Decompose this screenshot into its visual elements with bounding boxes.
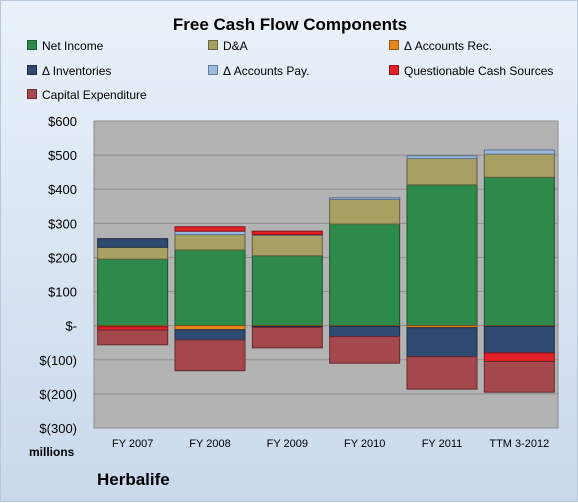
chart-title: Free Cash Flow Components — [172, 15, 408, 34]
bar-segment — [174, 325, 246, 331]
bar-segment — [251, 234, 323, 257]
y-tick-label: $100 — [48, 285, 77, 300]
plot-area — [93, 120, 559, 429]
bar-segment — [406, 158, 478, 186]
bar-segment — [174, 226, 246, 232]
x-tick-label: FY 2010 — [344, 438, 385, 450]
bar-segment — [483, 176, 555, 327]
y-tick-label: $(200) — [39, 387, 77, 402]
bar-segment — [174, 234, 246, 251]
x-tick-label: FY 2009 — [267, 438, 308, 450]
y-tick-label: $(300) — [39, 421, 77, 436]
y-tick-label: $300 — [48, 216, 77, 231]
legend-item-inventories: Δ Inventories — [27, 64, 111, 78]
x-tick-label: FY 2007 — [112, 438, 153, 450]
bar-segment — [406, 155, 478, 160]
legend-label: Δ Accounts Rec. — [404, 39, 493, 53]
bar-segment — [251, 255, 323, 327]
bar-segment — [483, 352, 555, 362]
legend-swatch — [389, 65, 399, 75]
legend-label: Questionable Cash Sources — [404, 64, 554, 78]
legend-label: Δ Inventories — [42, 64, 112, 78]
legend-swatch — [27, 65, 37, 75]
legend-item-accounts-rec: Δ Accounts Rec. — [389, 39, 492, 53]
bar-segment — [97, 246, 169, 260]
bar-segment — [251, 326, 323, 349]
bar-segment — [97, 329, 169, 346]
y-tick-label: $600 — [48, 114, 77, 129]
legend-label: Capital Expenditure — [42, 88, 147, 102]
bar-segment — [406, 356, 478, 390]
bar-segment — [97, 258, 169, 327]
bar-segment — [174, 249, 246, 327]
legend-item-capex: Capital Expenditure — [27, 88, 147, 102]
legend-item-d-and-a: D&A — [208, 39, 248, 53]
legend-label: D&A — [223, 39, 248, 53]
bar-segment — [483, 325, 555, 354]
x-tick-label: FY 2008 — [189, 438, 230, 450]
company-name: Herbalife — [97, 470, 170, 489]
bar-segment — [97, 326, 169, 331]
legend-swatch — [389, 40, 399, 50]
x-tick-label: FY 2011 — [422, 438, 463, 450]
bar-segment — [329, 197, 401, 200]
y-tick-label: $400 — [48, 182, 77, 197]
units-label: millions — [29, 445, 75, 459]
legend-label: Δ Accounts Pay. — [223, 64, 310, 78]
bar-segment — [329, 325, 401, 338]
bar-segment — [251, 230, 323, 236]
bar-segment — [329, 223, 401, 327]
bar-segment — [329, 336, 401, 364]
legend-swatch — [27, 89, 37, 99]
bar-segment — [174, 339, 246, 372]
legend-item-questionable-cash: Questionable Cash Sources — [389, 64, 553, 78]
bar-segment — [174, 329, 246, 341]
bar-segment — [483, 360, 555, 393]
bar-segment — [406, 184, 478, 327]
y-tick-label: $- — [65, 319, 77, 334]
bar-segment — [174, 230, 246, 236]
bar-segment — [483, 149, 555, 155]
bar-segment — [483, 153, 555, 178]
y-tick-label: $500 — [48, 148, 77, 163]
legend-swatch — [27, 40, 37, 50]
legend-item-net-income: Net Income — [27, 39, 103, 53]
bar-segment — [406, 327, 478, 358]
bar-segment — [329, 198, 401, 225]
x-tick-label: TTM 3-2012 — [489, 438, 549, 450]
legend-swatch — [208, 40, 218, 50]
bar-segment — [97, 238, 169, 248]
y-tick-label: $200 — [48, 250, 77, 265]
legend-item-accounts-pay: Δ Accounts Pay. — [208, 64, 310, 78]
legend-swatch — [208, 65, 218, 75]
y-tick-label: $(100) — [39, 353, 77, 368]
legend-label: Net Income — [42, 39, 104, 53]
